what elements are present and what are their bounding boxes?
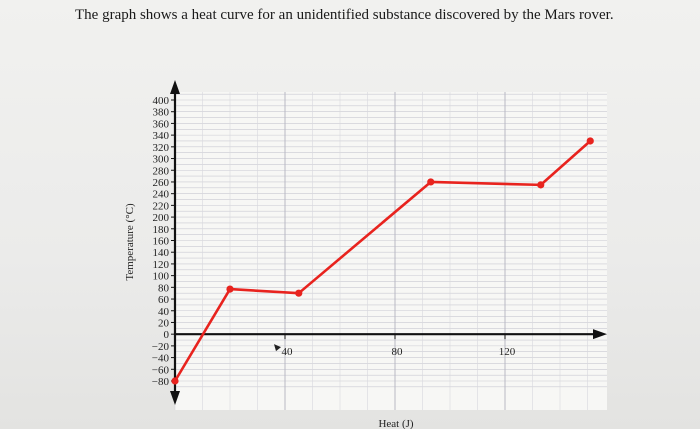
data-point: [427, 178, 435, 186]
y-tick-label: 180: [153, 224, 170, 236]
data-point: [171, 377, 179, 385]
data-point: [537, 181, 545, 189]
y-tick-label: −40: [152, 353, 170, 365]
y-axis-title: Temperature (°C): [124, 203, 136, 281]
y-tick-label: 80: [158, 282, 170, 294]
x-axis-arrow: [593, 329, 607, 340]
x-axis-ticks: 40 80 120: [274, 334, 516, 358]
y-tick-label: 40: [158, 306, 170, 318]
x-tick-label: 80: [392, 346, 404, 358]
plot-area: [175, 92, 607, 410]
y-tick-label: 300: [153, 154, 170, 166]
y-tick-label: 120: [153, 259, 170, 271]
y-tick-label: −20: [152, 341, 170, 353]
y-tick-label: 140: [153, 247, 170, 259]
y-tick-label: 240: [153, 189, 170, 201]
question-text: The graph shows a heat curve for an unid…: [75, 7, 614, 23]
y-tick-label: 20: [158, 317, 170, 329]
y-tick-label: 100: [153, 271, 170, 283]
y-tick-label: 260: [153, 177, 170, 189]
x-axis-title: Heat (J): [378, 418, 413, 429]
y-axis-ticks: 4003803603403203002802602402202001801601…: [152, 95, 175, 388]
y-tick-label: 200: [153, 212, 170, 224]
series-line: [173, 140, 592, 382]
cursor-arrow-icon: [274, 344, 281, 352]
y-tick-label: 60: [158, 294, 170, 306]
y-tick-label: 380: [153, 107, 170, 119]
y-tick-label: 0: [164, 329, 170, 341]
data-point: [586, 137, 594, 145]
y-tick-label: −60: [152, 364, 170, 376]
data-point: [295, 289, 303, 297]
y-axis-arrow-down: [170, 391, 180, 405]
y-tick-label: 220: [153, 200, 170, 212]
y-tick-label: 360: [153, 118, 170, 130]
y-tick-label: 400: [153, 95, 170, 107]
y-tick-label: 160: [153, 236, 170, 248]
y-tick-label: −80: [152, 376, 170, 388]
chart-grid: [174, 92, 607, 410]
x-tick-label: 120: [499, 346, 516, 358]
series-layer: [171, 137, 594, 385]
x-tick-label: 40: [282, 346, 294, 358]
y-tick-label: 340: [153, 130, 170, 142]
y-tick-label: 280: [153, 165, 170, 177]
y-tick-label: 320: [153, 142, 170, 154]
data-point: [226, 285, 234, 293]
y-axis-arrow-up: [170, 80, 180, 94]
